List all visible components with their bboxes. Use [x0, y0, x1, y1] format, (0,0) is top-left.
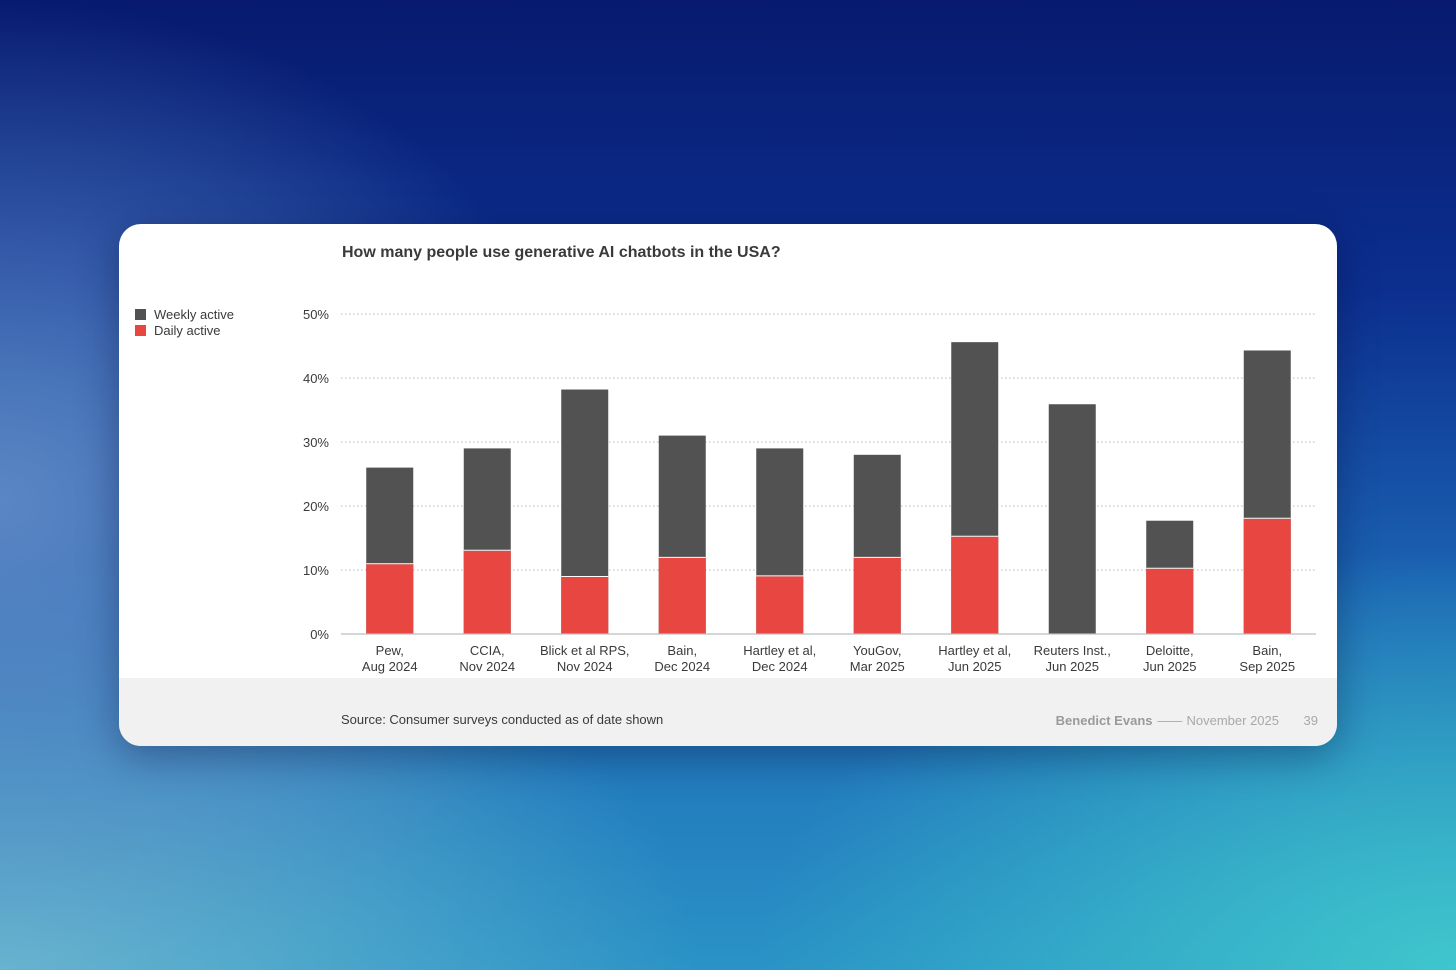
x-tick-label: Pew, Aug 2024 — [362, 643, 418, 674]
legend-label-weekly: Weekly active — [154, 306, 234, 322]
bar-daily — [561, 577, 609, 634]
byline: Benedict Evans —— November 2025 — [1056, 713, 1279, 728]
x-tick-label: Bain, Sep 2025 — [1239, 643, 1295, 674]
x-tick-label: YouGov, Mar 2025 — [850, 643, 905, 674]
legend-item-daily: Daily active — [135, 322, 234, 338]
legend-item-weekly: Weekly active — [135, 306, 234, 322]
bar-daily — [1243, 518, 1291, 634]
y-tick-label: 10% — [303, 563, 329, 578]
bar-daily — [658, 557, 706, 634]
legend-swatch-daily — [135, 324, 146, 336]
y-tick-label: 50% — [303, 307, 329, 322]
x-tick-label: Deloitte, Jun 2025 — [1143, 643, 1197, 674]
x-tick-label: Bain, Dec 2024 — [654, 643, 710, 674]
x-tick-label: Reuters Inst., Jun 2025 — [1034, 643, 1111, 674]
byline-date: November 2025 — [1186, 713, 1280, 728]
legend-swatch-weekly — [135, 308, 146, 320]
bar-daily — [853, 557, 901, 634]
bar-daily — [756, 576, 804, 634]
x-tick-label: Hartley et al, Dec 2024 — [743, 643, 816, 674]
author-name: Benedict Evans — [1055, 713, 1153, 728]
y-tick-label: 20% — [303, 499, 329, 514]
y-tick-label: 0% — [310, 627, 329, 642]
bar-chart: 0% 10% 20% 30% 40% 50% Pew, Aug 2024 CCIA, Nov 20… — [303, 307, 1316, 674]
x-tick-label: CCIA, Nov 2024 — [459, 643, 515, 674]
x-tick-label: Blick et al RPS, Nov 2024 — [540, 643, 630, 674]
bar-daily — [366, 564, 414, 634]
bar-daily — [463, 550, 511, 634]
slide-card: How many people use generative AI chatbo… — [119, 224, 1337, 746]
chart-title: How many people use generative AI chatbo… — [342, 244, 781, 261]
bar-daily — [1146, 568, 1194, 634]
x-tick-label: Hartley et al, Jun 2025 — [938, 643, 1011, 674]
slide-footer: Source: Consumer surveys conducted as of… — [119, 678, 1337, 746]
source-note: Source: Consumer surveys conducted as of… — [341, 712, 664, 727]
bar-weekly — [1048, 404, 1096, 634]
legend-label-daily: Daily active — [154, 322, 221, 338]
bar-daily — [951, 536, 999, 634]
chart-legend: Weekly active Daily active — [135, 306, 234, 338]
y-tick-label: 40% — [303, 371, 329, 386]
page-number: 39 — [1303, 713, 1318, 728]
byline-separator: —— — [1157, 713, 1183, 728]
y-tick-label: 30% — [303, 435, 329, 450]
